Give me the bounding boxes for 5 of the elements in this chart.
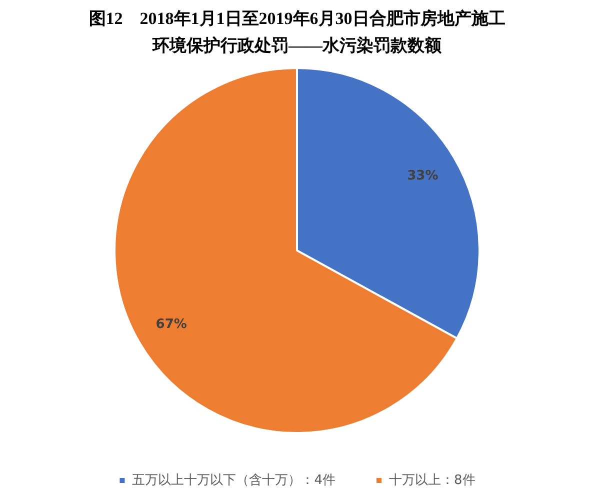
data-label: 33% [407, 168, 438, 184]
legend-label: 五万以上十万以下（含十万）：4件 [132, 472, 336, 488]
legend-label: 十万以上：8件 [389, 472, 476, 488]
data-label: 67% [156, 317, 187, 332]
chart-title: 图12 2018年1月1日至2019年6月30日合肥市房地产施工环境保护行政处罚——水污染罚款数额 [88, 8, 506, 57]
